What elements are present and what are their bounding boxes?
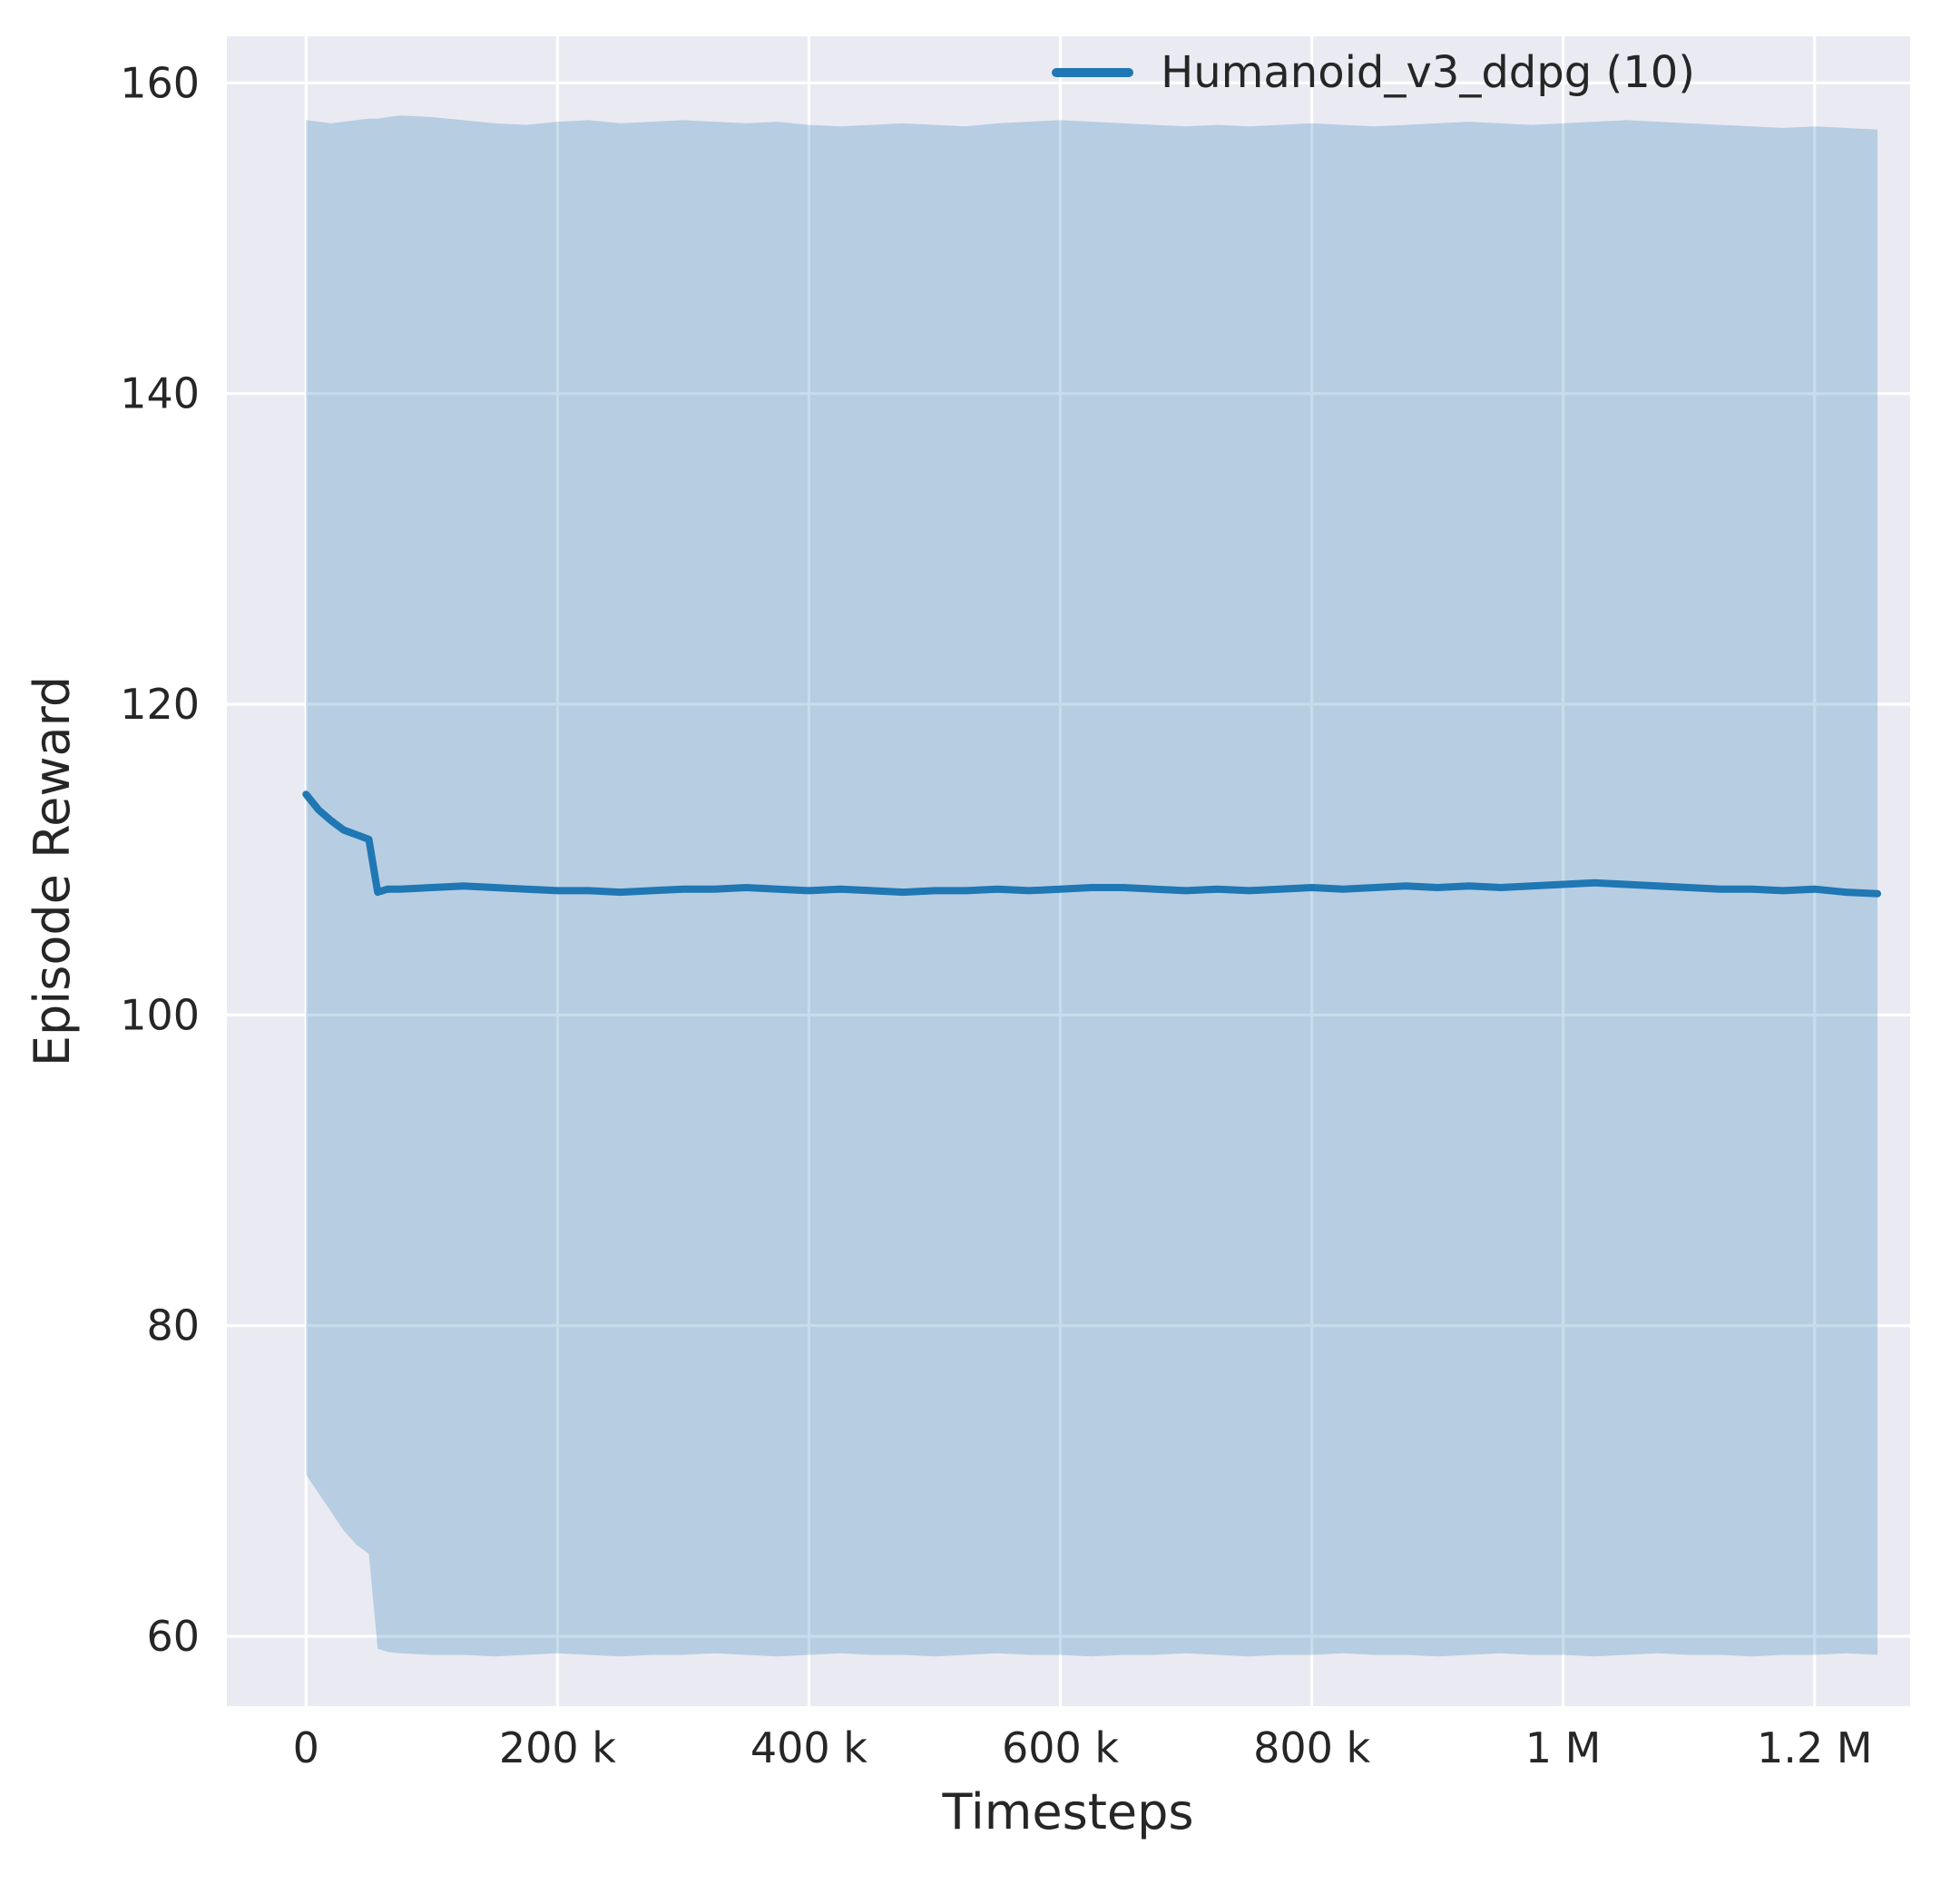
x-tick-label: 400 k	[750, 1723, 868, 1772]
y-tick-label: 160	[120, 58, 200, 107]
legend-line-sample	[1052, 68, 1134, 77]
x-tick-label: 600 k	[1002, 1723, 1119, 1772]
plot-background	[227, 36, 1910, 1706]
y-tick-label: 100	[120, 990, 200, 1039]
y-tick-label: 80	[146, 1301, 200, 1350]
x-tick-label: 200 k	[499, 1723, 616, 1772]
x-tick-label: 0	[293, 1723, 319, 1772]
x-tick-label: 800 k	[1253, 1723, 1370, 1772]
x-tick-label: 1.2 M	[1757, 1723, 1872, 1772]
legend: Humanoid_v3_ddpg (10)	[1052, 47, 1695, 98]
y-tick-label: 60	[146, 1612, 200, 1661]
y-axis-label: Episode Reward	[24, 675, 81, 1067]
y-tick-label: 140	[120, 369, 200, 418]
x-axis-label: Timesteps	[942, 1783, 1194, 1840]
x-tick-label: 1 M	[1525, 1723, 1602, 1772]
y-tick-label: 120	[120, 680, 200, 729]
mean-line	[302, 790, 1881, 898]
legend-label: Humanoid_v3_ddpg (10)	[1161, 47, 1695, 98]
